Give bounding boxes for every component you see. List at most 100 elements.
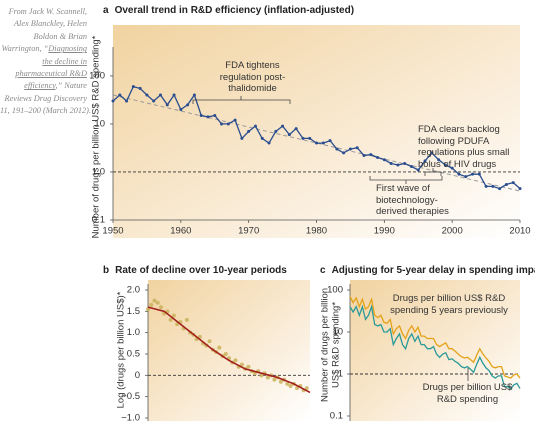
plot-background bbox=[148, 280, 310, 421]
caption-link[interactable]: pharmaceutical R&D bbox=[15, 69, 87, 79]
title-text: Adjusting for 5-year delay in spending i… bbox=[331, 265, 535, 276]
annotation: FDA tightens regulation post-thalidomide bbox=[219, 60, 286, 94]
data-point bbox=[172, 93, 176, 97]
data-point bbox=[430, 151, 434, 155]
data-point bbox=[272, 377, 277, 382]
caption-link[interactable]: the decline in bbox=[42, 56, 87, 66]
y-tick-label: 2.0 bbox=[127, 285, 140, 296]
caption-text: ,” Nature bbox=[55, 81, 87, 91]
title-text: Overall trend in R&D efficiency (inflati… bbox=[114, 5, 355, 16]
y-tick-label: 1.5 bbox=[127, 306, 140, 317]
data-point bbox=[457, 172, 461, 176]
data-point bbox=[233, 358, 238, 363]
x-tick-label: 1950 bbox=[102, 226, 123, 237]
y-tick-label: 0.5 bbox=[127, 349, 140, 360]
data-point bbox=[217, 345, 222, 350]
caption-line: From Jack W. Scannell, bbox=[0, 6, 87, 18]
data-point bbox=[206, 115, 210, 119]
data-point bbox=[274, 129, 278, 133]
y-tick-label: 0.1 bbox=[330, 411, 343, 421]
y-tick-label: 1.0 bbox=[92, 166, 105, 177]
data-point bbox=[328, 139, 332, 143]
data-point bbox=[315, 141, 318, 145]
data-point bbox=[511, 181, 515, 185]
caption-line: efficiency,” Nature bbox=[0, 80, 87, 92]
title-text: Rate of decline over 10-year periods bbox=[115, 265, 287, 276]
data-point bbox=[437, 158, 441, 162]
data-point bbox=[484, 184, 488, 188]
data-point bbox=[111, 99, 115, 103]
data-point bbox=[321, 141, 325, 145]
series-label: Drugs per billion US$ R&D spending bbox=[422, 382, 513, 405]
data-point bbox=[240, 136, 244, 140]
x-tick-label: 1960 bbox=[170, 226, 191, 237]
series-line bbox=[349, 296, 521, 379]
series-line bbox=[349, 304, 521, 390]
data-point bbox=[304, 386, 309, 391]
data-point bbox=[308, 136, 312, 140]
data-point bbox=[348, 147, 352, 151]
data-point bbox=[464, 175, 468, 179]
caption-text: Alex Blanckley, Helen bbox=[13, 19, 87, 29]
chart-title: b Rate of decline over 10-year periods bbox=[103, 265, 287, 276]
data-point bbox=[192, 93, 196, 97]
data-point bbox=[184, 317, 189, 322]
data-point bbox=[186, 103, 190, 107]
data-point bbox=[409, 164, 413, 168]
y-tick-label: −0.5 bbox=[121, 391, 140, 402]
annotation: First wave of biotechnology-derived ther… bbox=[376, 183, 449, 217]
data-point bbox=[382, 158, 386, 162]
data-point bbox=[125, 99, 129, 103]
data-point bbox=[171, 313, 176, 318]
data-point bbox=[260, 136, 264, 140]
x-tick-label: 1990 bbox=[374, 226, 395, 237]
data-point bbox=[179, 107, 183, 111]
data-point bbox=[152, 298, 157, 303]
data-point bbox=[396, 163, 400, 167]
data-point bbox=[246, 364, 251, 369]
data-point bbox=[165, 103, 169, 107]
data-point bbox=[199, 113, 203, 117]
data-point bbox=[355, 146, 359, 150]
data-point bbox=[118, 93, 122, 97]
caption-text: From Jack W. Scannell, bbox=[8, 7, 87, 16]
data-point bbox=[504, 182, 508, 186]
data-point bbox=[450, 166, 454, 170]
annotation: FDA clears backlog following PDUFA regul… bbox=[418, 124, 510, 170]
data-point bbox=[152, 99, 156, 103]
y-tick-label: 1 bbox=[338, 369, 343, 380]
data-point bbox=[146, 307, 150, 312]
data-point bbox=[376, 156, 380, 160]
data-point bbox=[287, 133, 291, 137]
y-axis-label: Log (drugs per billion US$)* bbox=[116, 291, 127, 408]
caption-link[interactable]: efficiency bbox=[24, 81, 56, 91]
data-point bbox=[301, 136, 305, 140]
x-tick-label: 2010 bbox=[509, 226, 530, 237]
fit-line bbox=[147, 306, 311, 394]
data-point bbox=[285, 381, 290, 386]
caption-text: Reviews Drug Discovery bbox=[4, 93, 87, 103]
plot-background bbox=[113, 25, 520, 238]
data-point bbox=[491, 184, 495, 188]
data-point bbox=[278, 379, 283, 384]
caption-line: 11, 191–200 (March 2012). bbox=[0, 105, 91, 117]
data-point bbox=[158, 93, 162, 97]
data-point bbox=[226, 122, 230, 126]
y-tick-label: 10 bbox=[94, 118, 105, 129]
caption-text: Boldon & Brian bbox=[33, 31, 87, 41]
data-point bbox=[145, 93, 149, 97]
data-point bbox=[281, 124, 285, 128]
caption-line: pharmaceutical R&D bbox=[0, 68, 87, 80]
data-point bbox=[416, 168, 420, 172]
caption-link[interactable]: Diagnosing bbox=[48, 44, 87, 54]
data-point bbox=[335, 147, 339, 151]
panel-letter: c bbox=[320, 265, 326, 276]
data-point bbox=[223, 352, 228, 356]
data-point bbox=[443, 163, 447, 167]
data-point bbox=[471, 172, 475, 176]
x-tick-label: 1970 bbox=[238, 226, 259, 237]
data-point bbox=[342, 151, 346, 155]
data-point bbox=[288, 384, 293, 388]
